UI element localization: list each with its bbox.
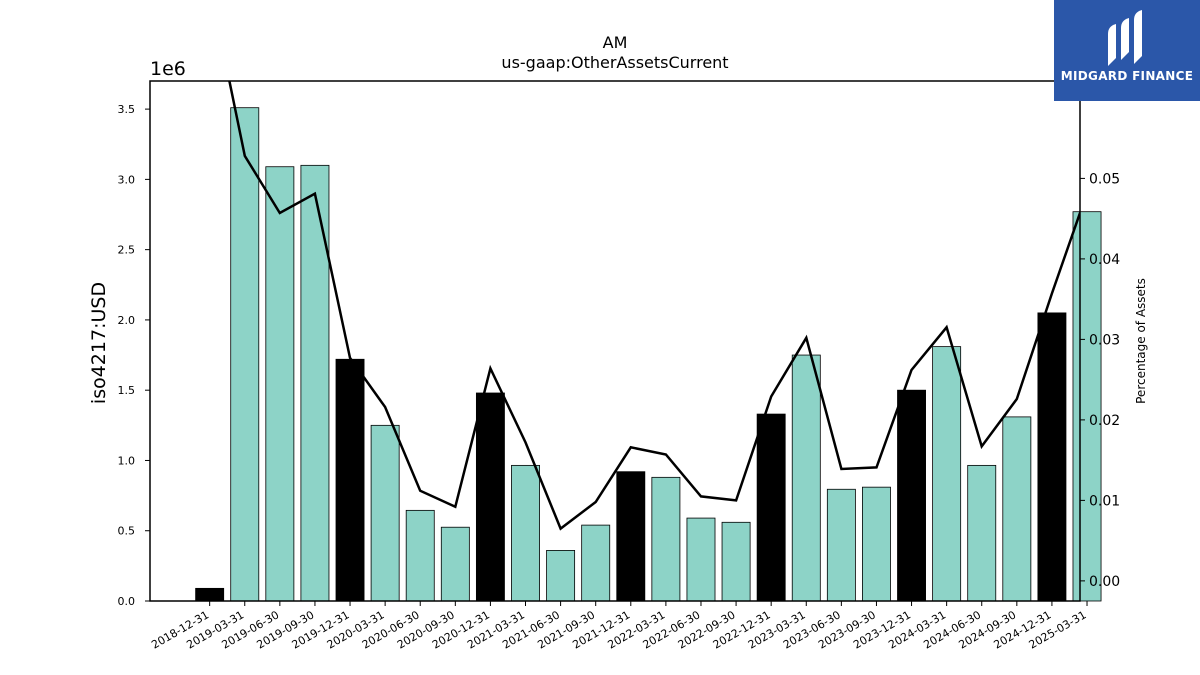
bar-2025-03-31 bbox=[1072, 211, 1102, 602]
y-tick-label: 1.5 bbox=[118, 384, 136, 397]
logo-mark-icon bbox=[1108, 10, 1142, 66]
y2-tick-label: 0.03 bbox=[1089, 332, 1120, 348]
bar-2022-06-30 bbox=[686, 517, 716, 602]
bar-2018-12-31 bbox=[195, 587, 225, 602]
y-tick-label: 2.5 bbox=[118, 244, 136, 257]
logo-text: MIDGARD FINANCE bbox=[1060, 69, 1194, 83]
bar-2024-03-31 bbox=[932, 346, 962, 602]
y-tick-label: 1.0 bbox=[118, 454, 136, 467]
bar-2023-09-30 bbox=[862, 486, 891, 602]
bar-2020-09-30 bbox=[440, 526, 470, 602]
chart-title: AM bbox=[603, 33, 628, 52]
y2-ticks: 0.00 0.01 0.02 0.03 0.04 0.05 bbox=[1080, 171, 1120, 590]
y-tick-label: 0.5 bbox=[118, 525, 136, 538]
y2-tick-label: 0.00 bbox=[1089, 574, 1120, 590]
bar-2023-06-30 bbox=[826, 488, 856, 602]
y-tick-label: 0.0 bbox=[118, 595, 136, 608]
y2-tick-label: 0.02 bbox=[1089, 413, 1120, 429]
bars-group bbox=[195, 107, 1102, 602]
line-group bbox=[228, 81, 1080, 531]
bar-2024-09-30 bbox=[1002, 416, 1032, 602]
bar-2019-03-31 bbox=[230, 107, 260, 602]
midgard-finance-logo: MIDGARD FINANCE bbox=[1054, 0, 1200, 101]
chart-subtitle: us-gaap:OtherAssetsCurrent bbox=[501, 53, 728, 72]
bar-2023-12-31 bbox=[897, 389, 926, 602]
y-scale-label: 1e6 bbox=[150, 58, 186, 80]
bar-2021-06-30 bbox=[546, 550, 576, 602]
bar-2020-12-31 bbox=[475, 392, 505, 602]
bar-2021-12-31 bbox=[616, 471, 646, 602]
bar-2024-12-31 bbox=[1037, 312, 1067, 602]
y-ticks: 0.0 0.5 1.0 1.5 2.0 2.5 3.0 3.5 bbox=[118, 103, 150, 608]
bar-2021-09-30 bbox=[581, 524, 611, 602]
bar-2019-12-31 bbox=[335, 358, 365, 602]
bar-2023-03-31 bbox=[791, 354, 821, 602]
y-axis-label: iso4217:USD bbox=[88, 282, 110, 404]
y2-tick-label: 0.01 bbox=[1089, 493, 1120, 509]
y2-tick-label: 0.04 bbox=[1089, 252, 1120, 268]
bar-2021-03-31 bbox=[511, 464, 540, 602]
bar-2022-12-31 bbox=[756, 413, 786, 602]
bar-2024-06-30 bbox=[967, 464, 997, 602]
y-tick-label: 3.0 bbox=[118, 173, 136, 186]
percentage-line bbox=[228, 81, 1080, 531]
bar-2020-06-30 bbox=[405, 509, 435, 602]
bar-2019-06-30 bbox=[265, 166, 295, 602]
bar-2019-09-30 bbox=[300, 164, 330, 602]
y2-tick-label: 0.05 bbox=[1089, 171, 1120, 187]
x-ticks: 2018-12-312019-03-312019-06-302019-09-30… bbox=[149, 601, 1089, 652]
y2-axis-label: Percentage of Assets bbox=[1134, 278, 1148, 404]
y-tick-label: 3.5 bbox=[118, 103, 136, 116]
y-tick-label: 2.0 bbox=[118, 314, 136, 327]
bar-2022-03-31 bbox=[651, 476, 681, 602]
plot-frame bbox=[149, 80, 1081, 602]
bar-2020-03-31 bbox=[370, 424, 400, 602]
bar-2022-09-30 bbox=[721, 521, 751, 602]
